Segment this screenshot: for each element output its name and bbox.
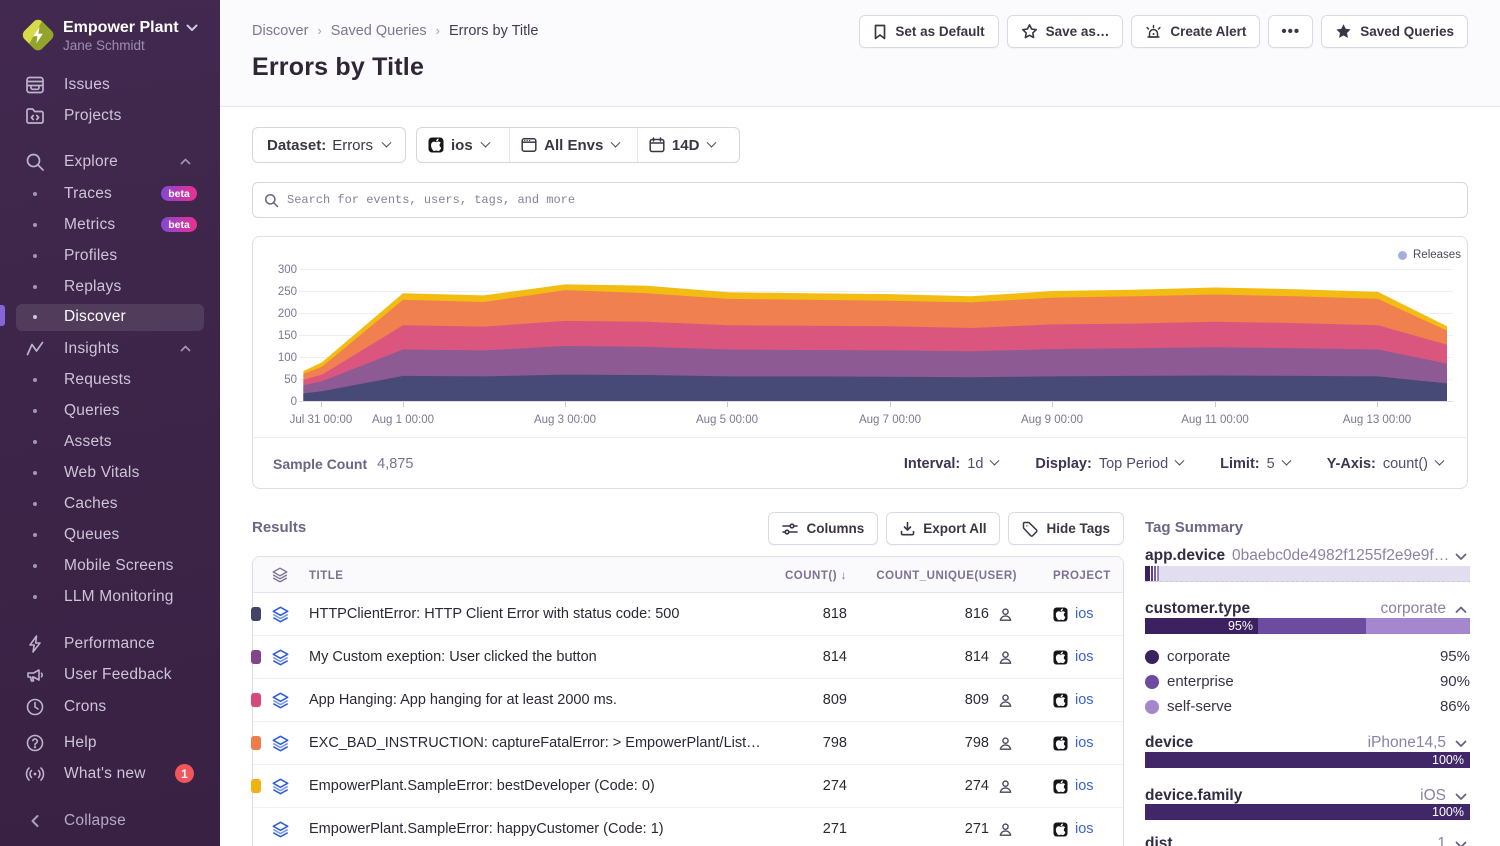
svg-text:Aug 9 00:00: Aug 9 00:00 <box>1021 414 1083 426</box>
svg-text:Aug 5 00:00: Aug 5 00:00 <box>696 414 758 426</box>
svg-text:200: 200 <box>278 308 297 320</box>
svg-text:50: 50 <box>284 374 297 386</box>
svg-text:100: 100 <box>278 352 297 364</box>
svg-text:Aug 13 00:00: Aug 13 00:00 <box>1343 414 1411 426</box>
svg-text:Aug 7 00:00: Aug 7 00:00 <box>859 414 921 426</box>
svg-text:Aug 3 00:00: Aug 3 00:00 <box>534 414 596 426</box>
svg-text:0: 0 <box>291 396 297 408</box>
svg-text:250: 250 <box>278 286 297 298</box>
svg-text:Jul 31 00:00: Jul 31 00:00 <box>290 414 353 426</box>
svg-text:150: 150 <box>278 330 297 342</box>
svg-text:Aug 11 00:00: Aug 11 00:00 <box>1181 414 1249 426</box>
svg-text:Aug 1 00:00: Aug 1 00:00 <box>372 414 434 426</box>
svg-text:300: 300 <box>278 264 297 276</box>
